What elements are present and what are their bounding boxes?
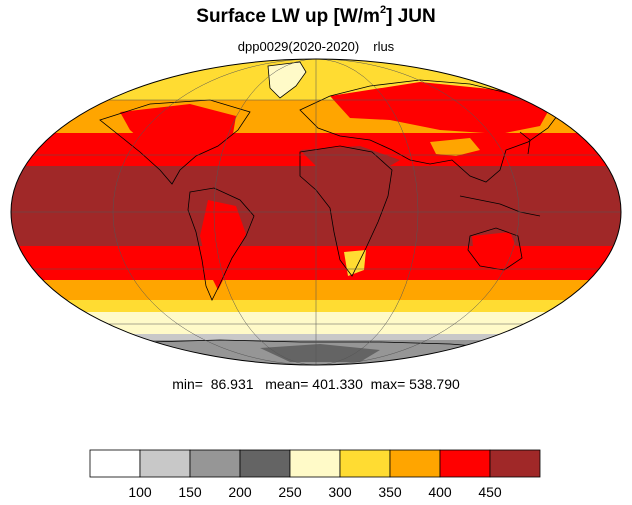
north-america-red <box>120 104 236 156</box>
colorbar-tick-label: 400 <box>428 484 452 500</box>
colorbar-box <box>139 449 191 478</box>
colorbar-box <box>239 449 291 478</box>
colorbar-tick-label: 150 <box>178 484 202 500</box>
colorbar-box <box>439 449 491 478</box>
colorbar-tick-label: 200 <box>228 484 252 500</box>
japan-coast <box>519 131 531 155</box>
eurasia-coast <box>299 79 561 183</box>
colorbar-box <box>389 449 441 478</box>
map-title: Surface LW up [W/m2] JUN <box>196 4 436 27</box>
map-subtitle: dpp0029(2020-2020) rlus <box>0 39 632 54</box>
tibet-orange <box>430 138 480 156</box>
colorbar-box <box>189 449 241 478</box>
colorbar-box <box>339 449 391 478</box>
greenland-patch <box>268 62 306 98</box>
colorbar-box <box>489 449 541 478</box>
australia-red <box>472 232 520 268</box>
antarctic-dark-patch <box>260 344 380 362</box>
indonesia-coast <box>459 195 541 217</box>
field-stats: min= 86.931 mean= 401.330 max= 538.790 <box>172 376 460 392</box>
colorbar-box <box>89 449 141 478</box>
antarctica-coast <box>149 339 501 349</box>
greenland-coast <box>267 61 307 99</box>
colorbar-tick-label: 250 <box>278 484 302 500</box>
world-map <box>10 58 622 366</box>
eurasia-red <box>330 82 550 134</box>
australia-coast <box>467 227 523 271</box>
colorbar-box <box>289 449 341 478</box>
southern-africa-yellow <box>344 250 366 276</box>
south-america-coast <box>187 187 255 301</box>
south-america-red <box>200 200 246 290</box>
run-label: dpp0029(2020-2020) <box>237 39 360 54</box>
colorbar-tick-label: 100 <box>128 484 152 500</box>
colorbar-tick-label: 450 <box>478 484 502 500</box>
variable-label: rlus <box>373 39 395 54</box>
colorbar-tick-label: 300 <box>328 484 352 500</box>
sahara-dark <box>300 146 400 172</box>
land-patches <box>120 62 550 362</box>
colorbar-tick-label: 350 <box>378 484 402 500</box>
globe-outline <box>10 58 622 366</box>
